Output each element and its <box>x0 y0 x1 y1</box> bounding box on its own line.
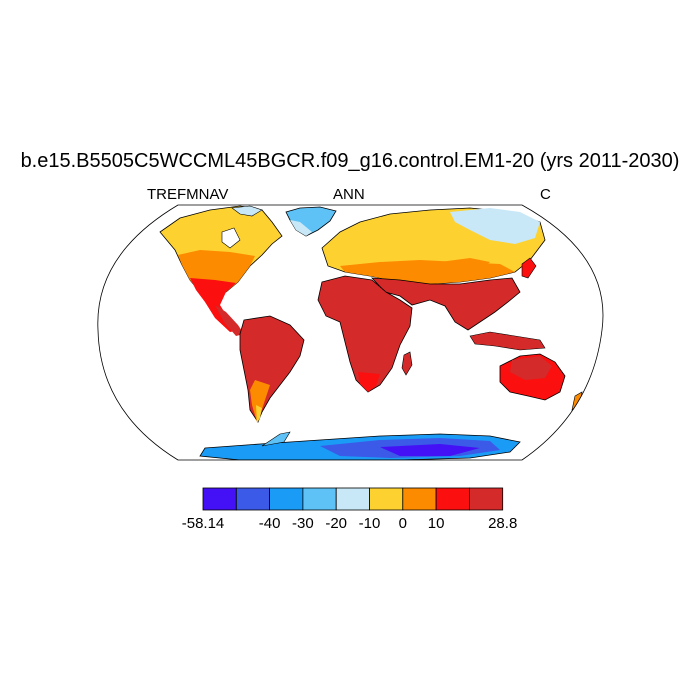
indonesia-region <box>469 331 546 351</box>
variable-label: TREFMNAV <box>147 186 229 203</box>
colorbar-swatch <box>269 487 304 511</box>
colorbar-tick-label: -10 <box>358 515 381 532</box>
australia-interior <box>510 356 552 380</box>
middle-east-region <box>371 277 521 331</box>
greenland-coast <box>290 220 312 236</box>
map-title: b.e15.B5505C5WCCML45BGCR.f09_g16.control… <box>20 150 680 172</box>
colorbar-tick-label: 10 <box>427 515 445 532</box>
colorbar-swatch <box>235 487 271 511</box>
patagonia <box>256 405 262 423</box>
colorbar-tick-label: -20 <box>325 515 348 532</box>
colorbar-swatch <box>435 487 470 511</box>
antarctic-peninsula <box>261 431 291 447</box>
central-america <box>215 305 244 336</box>
season-label: ANN <box>333 186 365 203</box>
colorbar-tick-label: 28.8 <box>488 515 518 532</box>
colorbar-tick-label: -40 <box>258 515 281 532</box>
colorbar-swatch <box>369 487 404 511</box>
colorbar-swatch <box>468 487 504 511</box>
south-africa-region <box>358 372 380 392</box>
colorbar-tick-label: -30 <box>292 515 314 532</box>
map-boundary <box>97 204 604 461</box>
madagascar-region <box>401 351 413 376</box>
tibet-region <box>440 258 490 272</box>
units-label: C <box>540 186 551 203</box>
colorbar-swatch <box>402 487 437 511</box>
africa-region <box>317 275 413 393</box>
japan-region <box>521 257 537 279</box>
southern-cone <box>250 380 270 422</box>
hudson-bay <box>221 227 241 249</box>
antarctica-core <box>380 444 480 456</box>
colorbar-swatch <box>335 487 370 511</box>
arctic-islands <box>231 205 263 217</box>
colorbar-swatch <box>202 487 237 511</box>
colorbar-swatch <box>302 487 337 511</box>
colorbar-tick-label: -58.14 <box>181 515 225 532</box>
siberia-region <box>450 208 540 244</box>
colorbar-tick-label: 0 <box>398 515 407 532</box>
